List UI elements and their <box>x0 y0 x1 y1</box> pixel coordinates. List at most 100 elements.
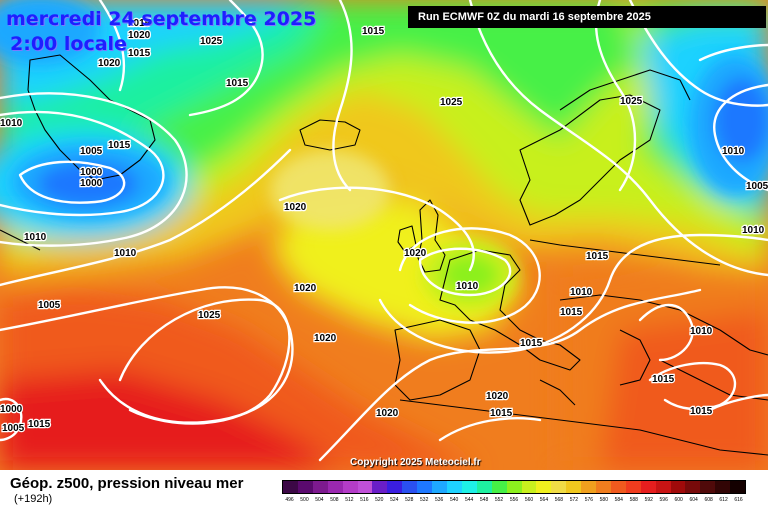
color-scale-value: 596 <box>659 497 668 503</box>
color-scale-swatch <box>610 481 626 493</box>
forecast-local-time: 2:00 locale <box>10 33 127 55</box>
geopotential-shading <box>0 0 768 470</box>
isobar-label: 1005 <box>80 146 103 157</box>
color-scale-value: 576 <box>584 497 594 503</box>
color-scale-value: 588 <box>629 497 638 503</box>
color-scale-swatch <box>536 481 552 493</box>
isobar-label: 1020 <box>294 283 317 294</box>
color-scale-value: 496 <box>285 497 294 503</box>
color-scale-swatch <box>596 481 611 493</box>
color-scale-value: 548 <box>479 497 489 503</box>
color-scale-swatch <box>655 481 671 493</box>
color-scale-swatch <box>461 481 477 493</box>
color-scale-value: 560 <box>524 497 534 503</box>
color-scale-value: 516 <box>360 497 369 503</box>
color-scale-swatch <box>312 481 328 493</box>
color-scale-value: 580 <box>599 497 608 503</box>
color-scale-swatch <box>491 481 507 493</box>
color-scale-swatch <box>506 481 522 493</box>
isobar-label: 1010 <box>722 146 745 157</box>
color-scale-swatch <box>432 481 447 493</box>
color-scale-swatch <box>625 481 641 493</box>
isobar-label: 1020 <box>98 58 121 69</box>
color-scale-value: 524 <box>390 497 399 503</box>
isobar-label: 1020 <box>486 391 509 402</box>
color-scale-value: 568 <box>554 497 564 503</box>
color-scale-swatch <box>446 481 462 493</box>
color-scale-swatch <box>670 481 686 493</box>
color-scale-value: 604 <box>689 497 698 503</box>
color-scale-swatch <box>521 481 537 493</box>
color-scale-value: 500 <box>300 497 309 503</box>
color-scale-swatch <box>297 481 313 493</box>
color-scale-swatch <box>342 481 358 493</box>
color-scale-value: 612 <box>719 497 728 503</box>
color-scale-swatch <box>640 481 656 493</box>
color-scale-swatch <box>417 481 433 493</box>
isobars <box>0 0 768 462</box>
isobar-label: 1015 <box>128 48 151 59</box>
run-info-banner: Run ECMWF 0Z du mardi 16 septembre 2025 <box>408 6 766 28</box>
isobar-label: 1025 <box>198 310 221 321</box>
color-scale-swatch <box>387 481 403 493</box>
isobar-labels: 1015 1020 1025 1020 1015 1015 1015 1010 … <box>0 17 768 436</box>
isobar-label: 1000 <box>0 404 23 415</box>
color-scale-value: 528 <box>405 497 414 503</box>
color-scale-value: 512 <box>345 497 354 503</box>
isobar-label: 1015 <box>108 140 131 151</box>
forecast-date-title: mercredi 24 septembre 2025 <box>6 8 317 30</box>
isobar-label: 1000 <box>80 178 103 189</box>
color-scale-value: 584 <box>614 497 623 503</box>
color-scale-swatch <box>581 481 597 493</box>
color-scale-value: 508 <box>330 497 339 503</box>
isobar-label: 1015 <box>226 78 249 89</box>
weather-map: 1015 1020 1025 1020 1015 1015 1015 1010 … <box>0 0 768 470</box>
color-scale-swatch <box>402 481 418 493</box>
color-scale-value: 504 <box>315 497 324 503</box>
color-scale-value: 532 <box>420 497 429 503</box>
legend-subtitle: (+192h) <box>14 493 53 505</box>
isobar-label: 1020 <box>128 30 151 41</box>
isobar-label: 1015 <box>128 18 151 29</box>
color-scale-value: 608 <box>704 497 713 503</box>
isobar-label: 1015 <box>362 26 385 37</box>
isobar-label: 1010 <box>0 118 23 129</box>
color-scale-value: 540 <box>449 497 459 503</box>
color-scale-swatch <box>566 481 582 493</box>
isobar-label: 1015 <box>690 406 713 417</box>
isobar-label: 1015 <box>652 374 675 385</box>
isobar-label: 1010 <box>456 281 479 292</box>
legend-title: Géop. z500, pression niveau mer <box>10 475 244 492</box>
isobar-label: 1010 <box>114 248 137 259</box>
color-scale-swatch <box>685 481 701 493</box>
isobar-label: 1015 <box>520 338 543 349</box>
isobar-label: 1015 <box>560 307 583 318</box>
color-scale-bar <box>282 480 746 494</box>
color-scale-swatch <box>372 481 388 493</box>
isobar-label: 1005 <box>746 181 768 192</box>
color-scale-value: 544 <box>464 497 474 503</box>
color-scale-swatch <box>327 481 343 493</box>
color-scale-value: 616 <box>734 497 743 503</box>
copyright-text: Copyright 2025 Meteociel.fr <box>350 457 481 468</box>
isobar-label: 1010 <box>742 225 765 236</box>
isobar-label: 1010 <box>690 326 713 337</box>
color-scale-value: 552 <box>494 497 504 503</box>
color-scale-swatch <box>715 481 731 493</box>
color-scale-swatch <box>476 481 492 493</box>
isobar-label: 1005 <box>38 300 61 311</box>
color-scale-value: 556 <box>509 497 519 503</box>
isobar-label: 1020 <box>284 202 307 213</box>
isobar-label: 1015 <box>28 419 51 430</box>
isobar-label: 1020 <box>314 333 337 344</box>
color-scale-value: 600 <box>674 497 683 503</box>
color-scale-swatch <box>700 481 716 493</box>
color-scale-labels: 496 500 504 508 512 516 520 524 528 532 536 540 544 5… <box>282 497 746 507</box>
isobar-label: 1015 <box>586 251 609 262</box>
color-scale-swatch <box>283 481 298 493</box>
isobar-label: 1000 <box>80 167 103 178</box>
color-scale-value: 592 <box>644 497 653 503</box>
color-scale-value: 520 <box>375 497 384 503</box>
isobar-label: 1020 <box>404 248 427 259</box>
coastlines <box>0 54 768 456</box>
